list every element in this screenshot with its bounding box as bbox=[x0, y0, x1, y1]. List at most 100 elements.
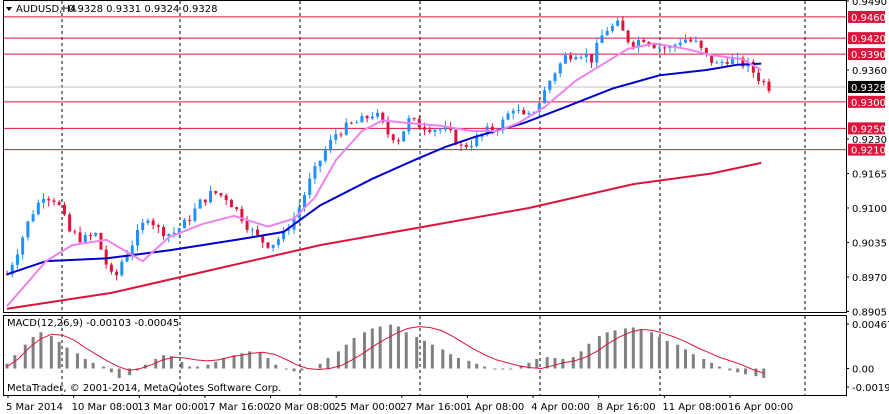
candle bbox=[600, 29, 604, 44]
candle-body bbox=[637, 39, 641, 47]
candle bbox=[475, 132, 479, 148]
candle-body bbox=[574, 57, 578, 60]
ohlc-values: 0.9328 0.9331 0.9324 0.9328 bbox=[68, 4, 218, 15]
macd-bar bbox=[292, 368, 296, 372]
candle-body bbox=[73, 231, 77, 233]
candle-body bbox=[250, 229, 254, 231]
candle-body bbox=[683, 39, 687, 43]
candle bbox=[678, 38, 682, 48]
candle bbox=[428, 126, 432, 134]
candle-body bbox=[287, 229, 291, 231]
candle bbox=[637, 36, 641, 53]
macd-label: MACD(12,26,9) -0.00103 -0.00045 bbox=[7, 318, 179, 329]
macd-bar bbox=[587, 343, 591, 369]
ma-mid-line bbox=[6, 62, 762, 276]
candle bbox=[605, 27, 609, 36]
candle bbox=[584, 48, 588, 63]
candle bbox=[115, 268, 119, 281]
candle bbox=[553, 71, 557, 85]
candle-body bbox=[730, 58, 734, 64]
candle-body bbox=[590, 54, 594, 63]
macd-bar bbox=[710, 362, 714, 369]
macd-bar bbox=[284, 368, 288, 370]
level-tag-box bbox=[848, 48, 885, 61]
candle bbox=[548, 79, 552, 94]
candle bbox=[522, 107, 526, 115]
candle bbox=[506, 111, 510, 121]
candle bbox=[762, 78, 766, 86]
candle-body bbox=[710, 54, 714, 63]
macd-bar bbox=[109, 368, 113, 373]
candle-body bbox=[699, 40, 703, 48]
candle bbox=[360, 112, 364, 123]
ma-fast-line bbox=[6, 42, 762, 307]
macd-bar bbox=[423, 340, 427, 369]
macd-bar bbox=[639, 329, 643, 369]
candle-body bbox=[89, 235, 93, 237]
candle bbox=[621, 16, 625, 31]
candle bbox=[193, 203, 197, 223]
candle bbox=[349, 121, 353, 125]
macd-bar bbox=[75, 353, 79, 369]
main-panel-frame bbox=[3, 0, 847, 313]
candle-body bbox=[26, 221, 30, 238]
candle bbox=[256, 225, 260, 237]
candle-body bbox=[668, 47, 672, 49]
macd-bar bbox=[650, 332, 654, 369]
macd-bar bbox=[23, 344, 27, 369]
dropdown-triangle-icon[interactable] bbox=[6, 7, 12, 11]
macd-bar bbox=[613, 330, 617, 369]
candle bbox=[209, 185, 213, 204]
candle bbox=[396, 137, 400, 145]
horizontal-levels bbox=[4, 16, 846, 151]
candle-body bbox=[396, 140, 400, 142]
candle bbox=[543, 86, 547, 104]
candle bbox=[73, 229, 77, 235]
candle bbox=[313, 162, 317, 184]
candle-body bbox=[83, 235, 87, 243]
macd-bar bbox=[378, 326, 382, 369]
candle-body bbox=[610, 25, 614, 31]
candle bbox=[741, 55, 745, 69]
macd-bar bbox=[196, 366, 199, 369]
candle bbox=[412, 117, 416, 122]
price-tick-label: 0.9490 bbox=[852, 0, 887, 8]
candle-body bbox=[344, 122, 348, 135]
macd-bar bbox=[691, 354, 695, 369]
candle bbox=[710, 54, 714, 66]
candle-body bbox=[229, 199, 233, 208]
candle-body bbox=[245, 221, 249, 230]
candle-body bbox=[579, 56, 583, 58]
macd-bar bbox=[370, 328, 374, 369]
macd-bar bbox=[169, 356, 173, 369]
macd-bar bbox=[535, 358, 539, 369]
candle-body bbox=[767, 81, 771, 91]
candle-body bbox=[198, 199, 202, 209]
level-tag-label: 0.9250 bbox=[851, 124, 886, 135]
candle bbox=[365, 114, 369, 123]
macd-bar bbox=[162, 355, 166, 369]
candle bbox=[224, 193, 228, 205]
macd-bar bbox=[274, 364, 278, 369]
price-tick-label: 0.9165 bbox=[852, 169, 887, 180]
candle bbox=[156, 223, 160, 234]
candle bbox=[438, 128, 442, 134]
candle-body bbox=[182, 219, 186, 229]
candle bbox=[94, 232, 98, 238]
macd-bar bbox=[396, 326, 400, 369]
candle-body bbox=[256, 229, 260, 236]
candle-body bbox=[558, 63, 562, 74]
macd-bar bbox=[597, 336, 601, 369]
level-tag-label: 0.9300 bbox=[851, 98, 886, 109]
candle-body bbox=[156, 225, 160, 227]
candle bbox=[704, 47, 708, 57]
price-tick-label: 0.9035 bbox=[852, 238, 887, 249]
macd-bar bbox=[467, 360, 471, 369]
candle-body bbox=[725, 62, 729, 64]
time-tick-label: 11 Apr 08:00 bbox=[662, 402, 727, 413]
candle bbox=[31, 209, 35, 223]
price-tick-label: 0.9230 bbox=[852, 135, 887, 146]
candle bbox=[537, 97, 541, 117]
